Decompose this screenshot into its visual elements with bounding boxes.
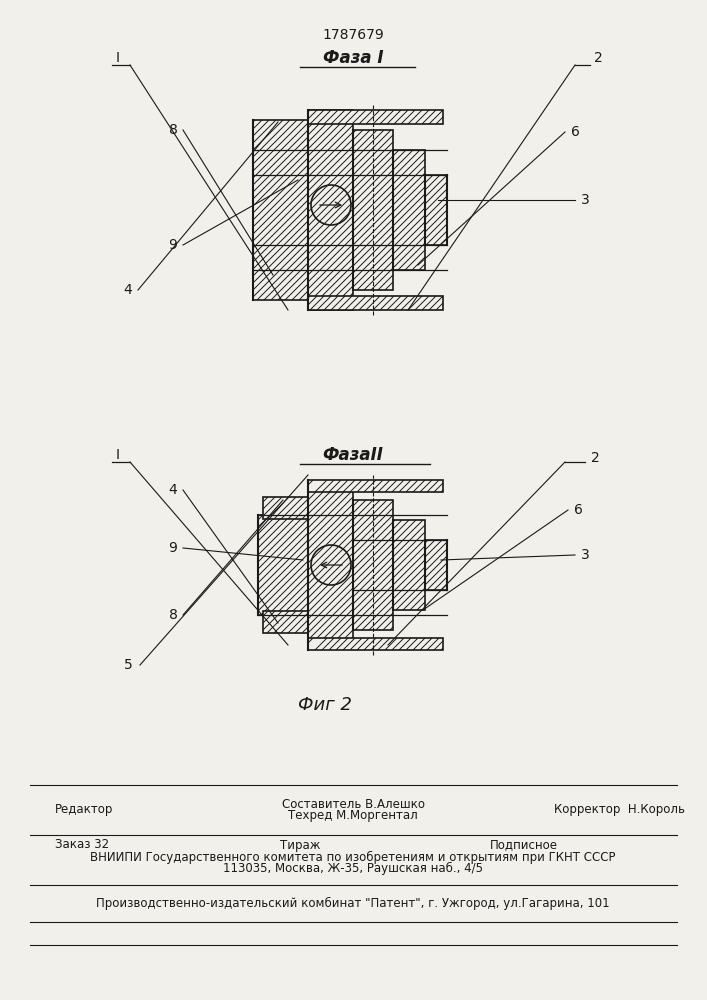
Text: 6: 6 — [573, 503, 583, 517]
Text: 6: 6 — [571, 125, 580, 139]
Text: 5: 5 — [124, 658, 132, 672]
Bar — [393, 520, 425, 610]
Text: 113035, Москва, Ж-35, Раушская наб., 4/5: 113035, Москва, Ж-35, Раушская наб., 4/5 — [223, 861, 483, 875]
Text: 3: 3 — [580, 548, 590, 562]
Text: I: I — [116, 51, 120, 65]
Bar — [425, 540, 447, 590]
Text: ВНИИПИ Государственного комитета по изобретениям и открытиям при ГКНТ СССР: ВНИИПИ Государственного комитета по изоб… — [90, 850, 616, 864]
Text: 9: 9 — [168, 541, 177, 555]
Bar — [258, 515, 308, 615]
Text: Составитель В.Алешко: Составитель В.Алешко — [281, 798, 424, 810]
Text: Редактор: Редактор — [55, 804, 113, 816]
Text: I: I — [116, 448, 120, 462]
Text: 2: 2 — [590, 451, 600, 465]
Bar — [308, 485, 353, 645]
Bar — [393, 150, 425, 270]
Text: Заказ 32: Заказ 32 — [55, 838, 109, 852]
Bar — [263, 497, 308, 519]
Bar — [353, 500, 393, 630]
Text: Фиг 2: Фиг 2 — [298, 696, 352, 714]
Text: 3: 3 — [580, 193, 590, 207]
Bar — [263, 611, 308, 633]
Bar — [308, 110, 353, 310]
Text: 8: 8 — [168, 123, 177, 137]
Text: 4: 4 — [169, 483, 177, 497]
Bar — [308, 110, 443, 124]
Text: Тираж: Тираж — [280, 838, 320, 852]
Text: Производственно-издательский комбинат "Патент", г. Ужгород, ул.Гагарина, 101: Производственно-издательский комбинат "П… — [96, 897, 610, 910]
Bar — [308, 480, 443, 492]
Bar — [308, 296, 443, 310]
Text: ФазаІІ: ФазаІІ — [322, 446, 383, 464]
Text: 9: 9 — [168, 238, 177, 252]
Text: Фаза I: Фаза I — [323, 49, 383, 67]
Text: Корректор  Н.Король: Корректор Н.Король — [554, 804, 686, 816]
Text: Подписное: Подписное — [490, 838, 558, 852]
Bar — [253, 120, 308, 300]
Text: 4: 4 — [124, 283, 132, 297]
Text: 8: 8 — [168, 608, 177, 622]
Text: 1787679: 1787679 — [322, 28, 384, 42]
Bar — [353, 130, 393, 290]
Text: Техред М.Моргентал: Техред М.Моргентал — [288, 808, 418, 822]
Bar — [425, 175, 447, 245]
Bar — [308, 638, 443, 650]
Text: 2: 2 — [594, 51, 602, 65]
